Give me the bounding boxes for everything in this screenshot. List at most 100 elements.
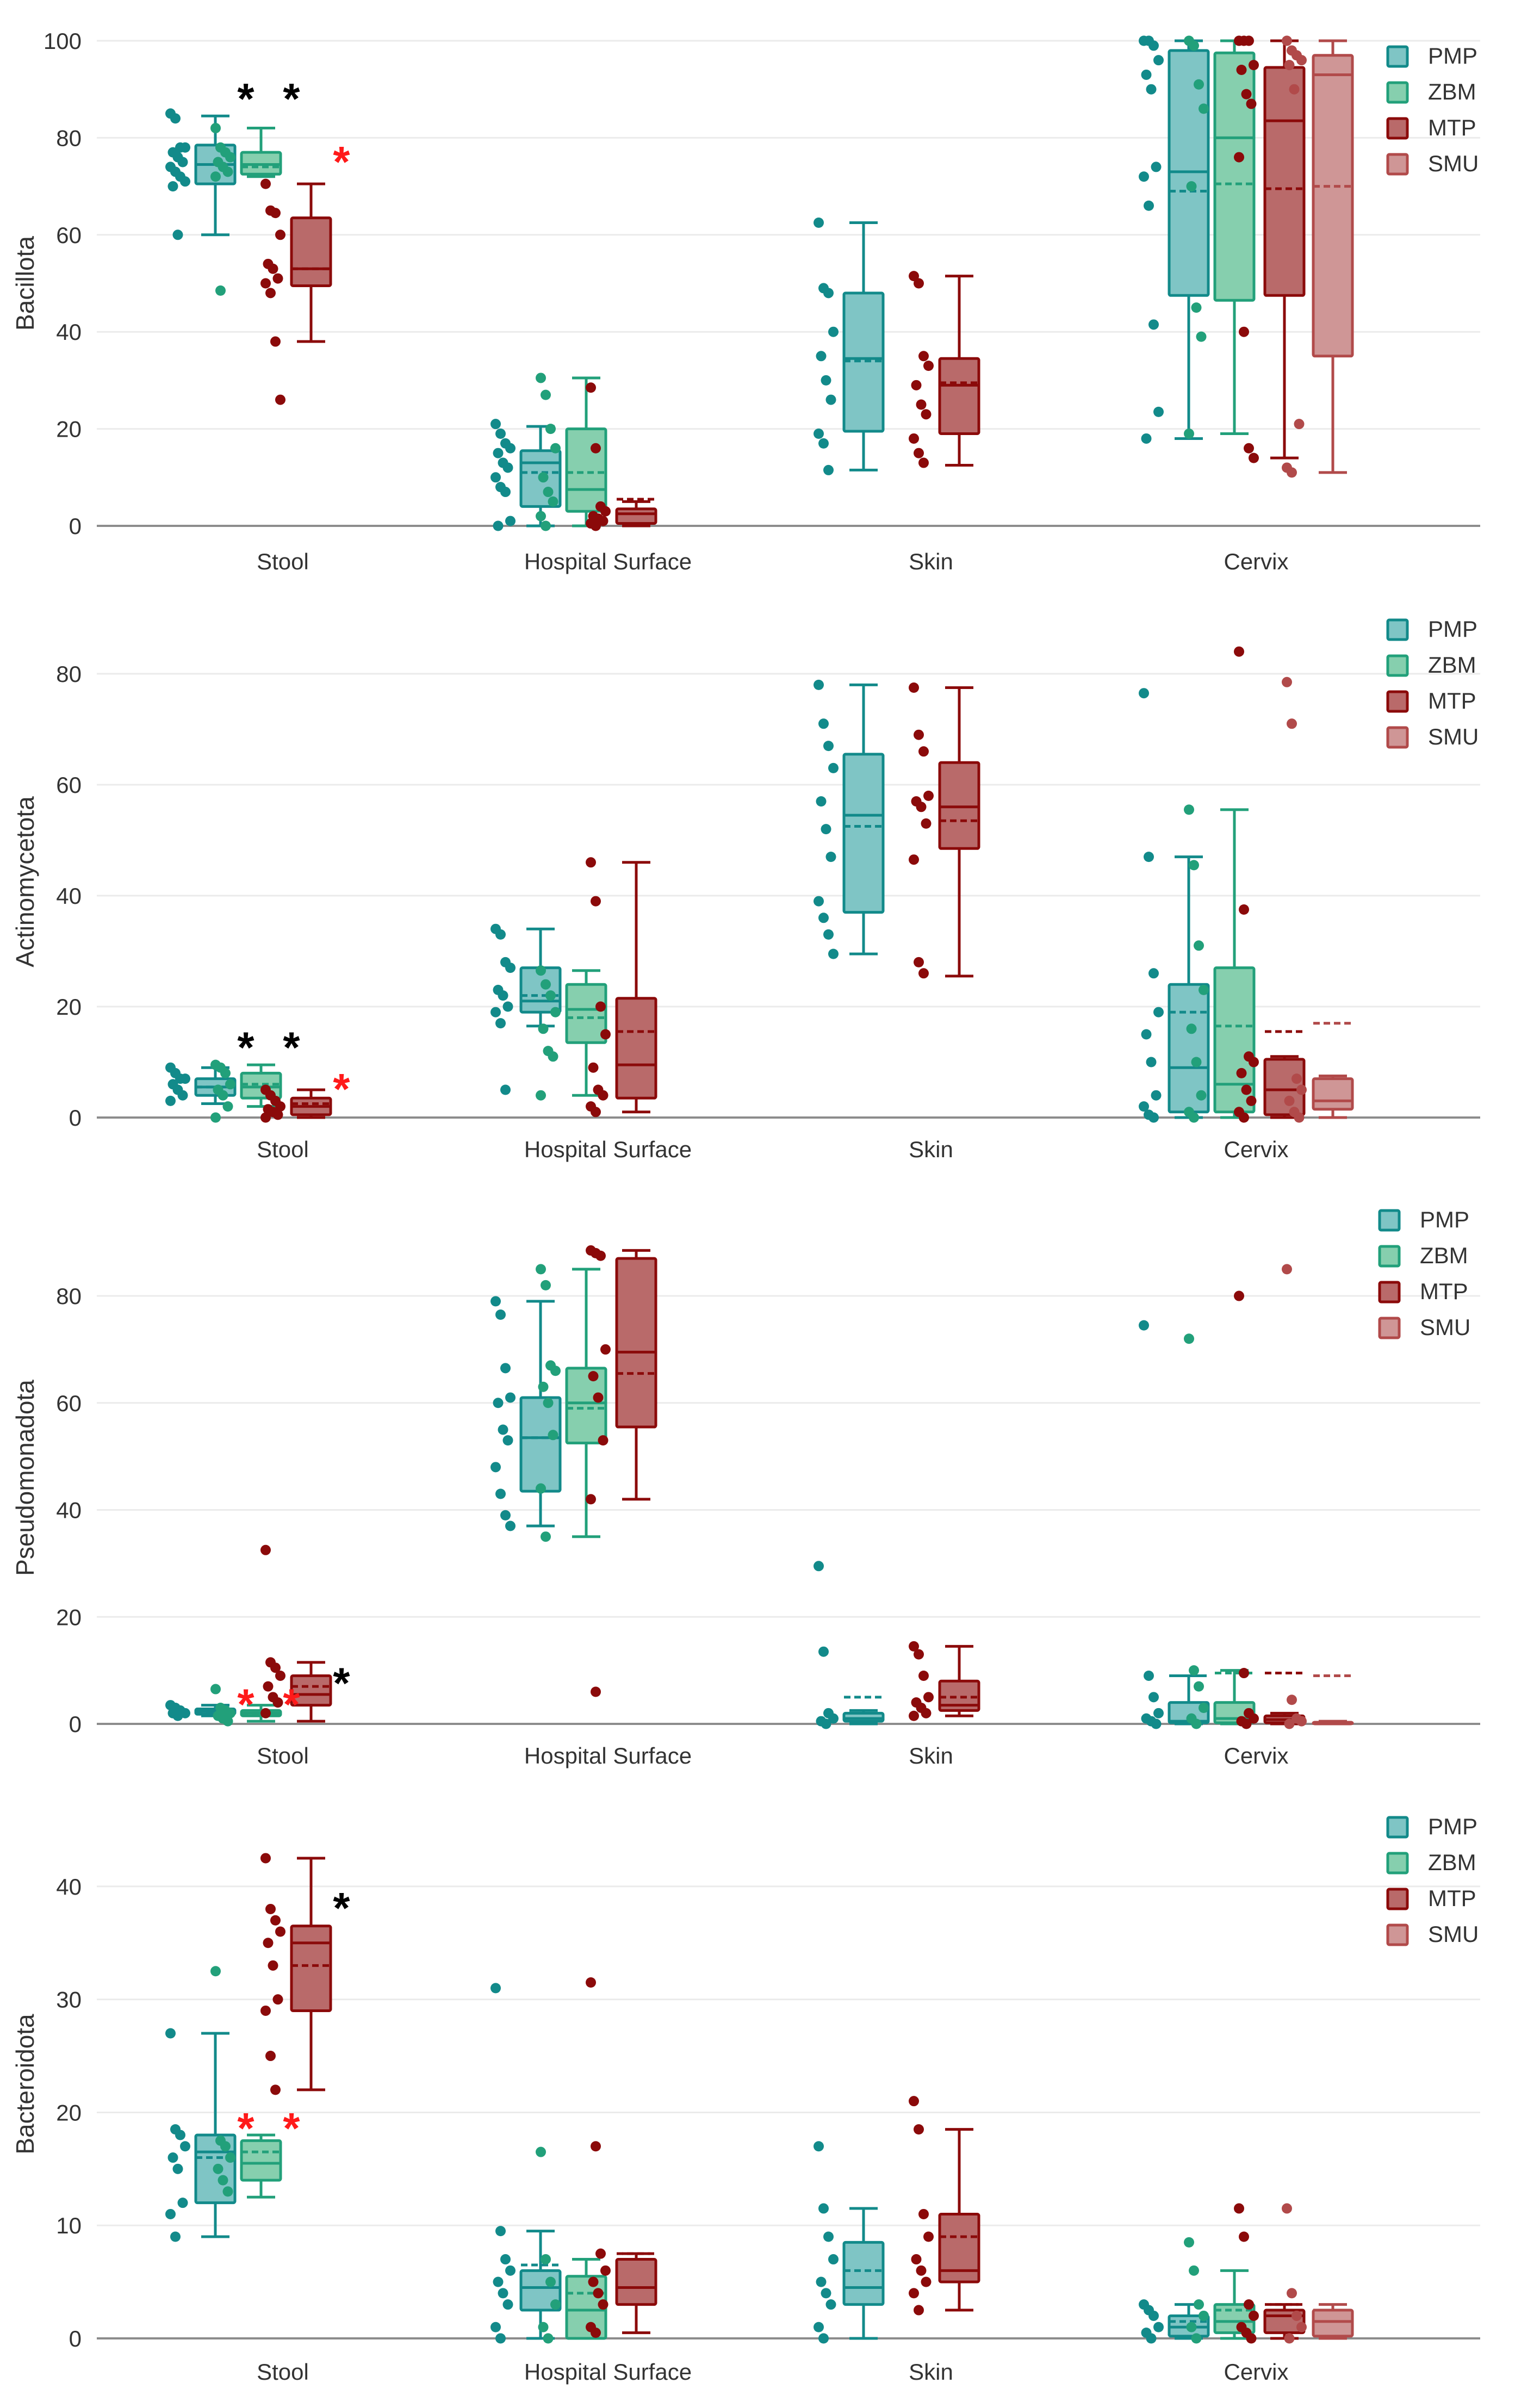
x-tick-label-hospital-surface: Hospital Surface: [524, 549, 692, 574]
data-point: [545, 990, 556, 1001]
data-point: [548, 1051, 558, 1062]
data-point: [543, 2333, 554, 2344]
legend-swatch-pmp: [1386, 1816, 1409, 1839]
data-point: [170, 113, 181, 124]
legend-label-pmp: PMP: [1428, 616, 1477, 642]
significance-marker: *: [237, 1680, 254, 1729]
data-point: [1236, 1068, 1247, 1078]
data-point: [914, 1649, 924, 1660]
data-point: [1191, 302, 1202, 313]
iqr-box: [565, 427, 607, 513]
box-cervix-pmp: [1139, 688, 1210, 1123]
data-point: [218, 2175, 228, 2186]
data-point: [1282, 677, 1292, 687]
data-point: [1194, 1681, 1204, 1692]
iqr-box: [1213, 51, 1256, 302]
data-point: [180, 142, 190, 153]
data-point: [260, 1112, 271, 1123]
iqr-box: [1312, 54, 1354, 358]
data-point: [600, 2265, 611, 2276]
data-point: [586, 1494, 596, 1505]
data-point: [536, 373, 546, 383]
data-point: [167, 2152, 178, 2163]
data-point: [1292, 2310, 1302, 2321]
data-point: [1191, 2333, 1202, 2344]
box-hospital-surface-zbm: [536, 965, 607, 1101]
data-point: [818, 438, 829, 449]
data-point: [918, 746, 929, 757]
data-point: [1241, 89, 1252, 100]
data-point: [591, 1107, 601, 1118]
x-tick-label-skin: Skin: [909, 1743, 953, 1768]
data-point: [541, 1280, 551, 1290]
data-point: [1244, 35, 1254, 46]
y-tick-label: 20: [56, 2100, 82, 2125]
data-point: [1144, 852, 1154, 862]
data-point: [586, 1977, 596, 1988]
data-point: [1151, 1090, 1162, 1101]
data-point: [598, 516, 609, 526]
data-point: [543, 1398, 554, 1408]
data-point: [536, 1264, 546, 1275]
data-point: [1153, 406, 1164, 417]
data-point: [918, 351, 929, 362]
data-point: [1151, 1718, 1162, 1729]
y-tick-label: 20: [56, 994, 82, 1020]
box-skin-mtp: [909, 2096, 980, 2316]
significance-marker: *: [237, 1023, 254, 1071]
data-point: [921, 2276, 932, 2287]
legend-swatch-zbm: [1386, 1852, 1409, 1875]
significance-marker: *: [237, 2104, 254, 2152]
iqr-box: [290, 1674, 332, 1707]
data-point: [914, 957, 924, 967]
data-point: [1148, 968, 1159, 979]
x-tick-label-cervix: Cervix: [1224, 1137, 1288, 1162]
data-point: [545, 424, 556, 435]
data-point: [536, 965, 546, 976]
data-point: [505, 516, 516, 526]
y-tick-label: 0: [69, 2326, 82, 2351]
data-point: [1189, 860, 1199, 871]
box-skin-mtp: [909, 682, 980, 979]
box-cervix-smu: [1282, 35, 1354, 478]
significance-marker: *: [237, 75, 254, 123]
data-point: [536, 2146, 546, 2157]
box-stool-mtp: [260, 1544, 332, 1723]
data-point: [222, 1716, 233, 1727]
data-point: [550, 443, 561, 454]
legend-swatch-mtp: [1386, 1888, 1409, 1910]
data-point: [220, 2141, 231, 2152]
data-point: [1146, 2333, 1157, 2344]
x-tick-label-skin: Skin: [909, 2359, 953, 2385]
y-tick-label: 80: [56, 1283, 82, 1309]
data-point: [265, 1903, 276, 1914]
box-skin-pmp: [814, 2141, 885, 2344]
data-point: [210, 1112, 221, 1123]
data-point: [265, 288, 276, 299]
data-point: [180, 2141, 190, 2152]
data-point: [588, 1371, 599, 1382]
data-point: [538, 1381, 549, 1392]
box-cervix-zbm: [1184, 35, 1256, 439]
data-point: [170, 2231, 181, 2242]
data-point: [823, 288, 834, 299]
data-point: [1153, 1708, 1164, 1718]
data-point: [591, 443, 601, 454]
data-point: [538, 2322, 549, 2332]
data-point: [821, 824, 831, 835]
data-point: [538, 1023, 549, 1034]
box-stool-zbm: [210, 1059, 282, 1123]
legend-swatch-zbm: [1386, 654, 1409, 677]
data-point: [270, 1662, 281, 1673]
data-point: [213, 2163, 223, 2174]
data-point: [220, 1068, 231, 1078]
data-point: [1239, 1668, 1249, 1679]
x-tick-label-cervix: Cervix: [1224, 1743, 1288, 1768]
data-point: [1153, 2322, 1164, 2332]
data-point: [1282, 35, 1292, 46]
data-point: [172, 1710, 183, 1721]
x-tick-label-skin: Skin: [909, 549, 953, 574]
iqr-box: [842, 753, 885, 914]
iqr-box: [565, 1367, 607, 1445]
data-point: [493, 520, 504, 531]
